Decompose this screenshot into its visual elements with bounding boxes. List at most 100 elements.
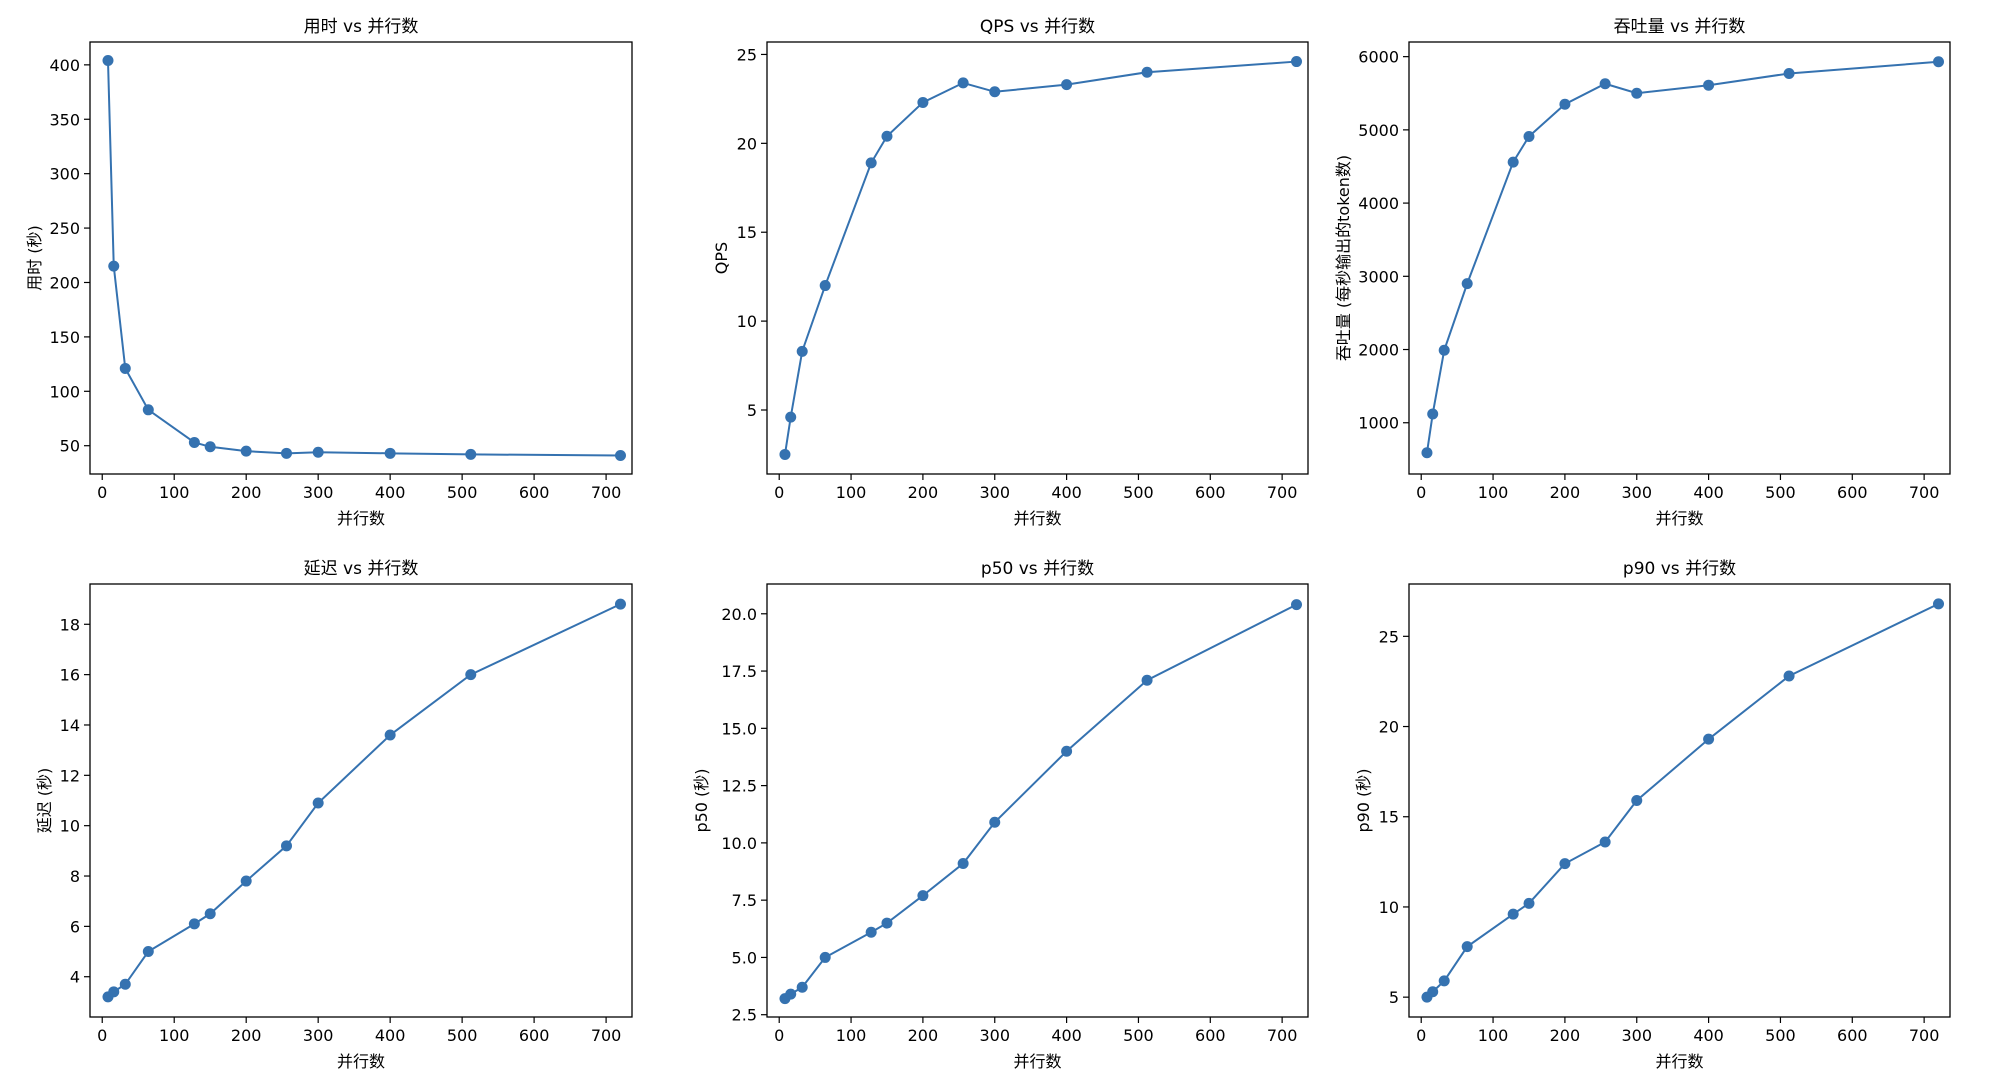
x-axis-title: 并行数	[1655, 1052, 1703, 1071]
data-point	[312, 446, 324, 458]
x-tick-label: 300	[979, 483, 1010, 502]
data-point	[1461, 278, 1473, 290]
y-tick-label: 2000	[1358, 341, 1399, 360]
x-tick-label: 400	[1051, 1026, 1082, 1045]
x-axis-title: 并行数	[1013, 1052, 1061, 1071]
data-point	[119, 362, 131, 374]
y-tick-label: 300	[49, 165, 80, 184]
y-axis-title: 延迟 (秒)	[35, 768, 54, 834]
x-tick-label: 200	[908, 483, 939, 502]
x-tick-label: 100	[836, 483, 867, 502]
chart-title: 用时 vs 并行数	[304, 17, 419, 37]
x-tick-label: 0	[774, 1026, 784, 1045]
plot-frame	[1408, 583, 1951, 1018]
data-point	[1631, 795, 1643, 806]
plot-frame	[766, 41, 1309, 475]
data-point	[1438, 344, 1450, 356]
chart-2: QPS vs 并行数 0 100 200 300 400 500 600 700 5 10 15 20 2…	[712, 17, 1309, 528]
x-tick-label: 100	[836, 1026, 867, 1045]
y-tick-label: 5.0	[732, 948, 757, 967]
data-point	[240, 875, 252, 887]
data-point	[614, 450, 626, 462]
x-tick-label: 700	[1909, 1026, 1940, 1045]
plot-frame	[766, 583, 1309, 1018]
x-tick-label: 700	[1267, 483, 1298, 502]
y-tick-label: 7.5	[732, 891, 757, 910]
data-point	[188, 436, 200, 448]
x-tick-label: 700	[591, 1026, 622, 1045]
data-point	[796, 981, 808, 993]
x-tick-label: 400	[375, 483, 406, 502]
chart-title: 吞吐量 vs 并行数	[1614, 17, 1746, 37]
x-tick-label: 300	[1621, 1026, 1652, 1045]
data-point	[281, 447, 293, 459]
chart-3: 吞吐量 vs 并行数 0 100 200 300 400 500 600 700 1000 2000…	[1334, 17, 1951, 528]
data-point	[1061, 79, 1073, 91]
y-tick-label: 1000	[1358, 414, 1399, 433]
x-tick-label: 500	[1123, 1026, 1154, 1045]
x-tick-label: 0	[97, 1026, 107, 1045]
y-tick-label: 25	[737, 45, 757, 64]
x-axis-title: 并行数	[337, 509, 385, 528]
data-point	[1061, 745, 1073, 757]
plot-frame	[89, 41, 633, 475]
x-tick-label: 200	[231, 483, 262, 502]
data-point	[1507, 908, 1519, 920]
data-point	[989, 816, 1001, 828]
chart-6: p90 vs 并行数 0 100 200 300 400 500 600 700 5 10 15 20 2…	[1354, 559, 1951, 1071]
y-axis-title: p90 (秒)	[1354, 768, 1373, 832]
data-point	[204, 441, 216, 453]
y-tick-label: 4000	[1358, 194, 1399, 213]
x-tick-label: 600	[1195, 1026, 1226, 1045]
y-tick-label: 10	[1379, 898, 1399, 917]
y-tick-label: 5000	[1358, 121, 1399, 140]
series-line	[783, 60, 1297, 455]
series-line	[106, 60, 621, 457]
x-tick-label: 600	[1837, 1026, 1868, 1045]
x-tick-label: 100	[1478, 1026, 1509, 1045]
y-tick-label: 4	[70, 968, 80, 987]
y-axis-title: 吞吐量 (每秒输出的token数)	[1334, 155, 1353, 361]
x-axis-title: 并行数	[337, 1052, 385, 1071]
data-point	[1703, 79, 1715, 91]
data-point	[865, 157, 877, 169]
y-tick-label: 20.0	[721, 605, 757, 624]
data-point	[142, 404, 154, 416]
y-tick-label: 10.0	[721, 834, 757, 853]
plot-frame	[1408, 41, 1951, 475]
x-axis-title: 并行数	[1013, 509, 1061, 528]
y-tick-label: 350	[49, 110, 80, 129]
data-point	[785, 411, 797, 423]
y-tick-label: 200	[49, 273, 80, 292]
data-point	[188, 918, 200, 930]
x-tick-label: 700	[1909, 483, 1940, 502]
x-tick-label: 500	[1765, 1026, 1796, 1045]
x-tick-label: 300	[303, 1026, 334, 1045]
data-point	[1523, 130, 1535, 142]
x-tick-label: 600	[519, 483, 550, 502]
y-tick-label: 2.5	[732, 1006, 757, 1025]
data-point	[881, 917, 893, 929]
data-point	[142, 946, 154, 958]
data-point	[1559, 858, 1571, 870]
data-point	[108, 260, 120, 272]
data-point	[1933, 56, 1945, 68]
data-point	[102, 54, 114, 66]
x-tick-label: 700	[591, 483, 622, 502]
data-point	[384, 447, 396, 459]
x-tick-label: 300	[979, 1026, 1010, 1045]
data-point	[1559, 98, 1571, 110]
y-tick-label: 10	[60, 817, 80, 836]
y-tick-label: 15.0	[721, 719, 757, 738]
data-point	[1421, 447, 1433, 459]
data-point	[465, 448, 477, 460]
data-point	[1291, 56, 1303, 68]
data-point	[989, 86, 1001, 98]
y-axis-title: QPS	[712, 242, 731, 274]
data-point	[1523, 897, 1535, 909]
data-point	[384, 729, 396, 741]
data-point	[917, 96, 929, 108]
y-tick-label: 15	[737, 223, 757, 242]
y-tick-label: 15	[1379, 808, 1399, 827]
